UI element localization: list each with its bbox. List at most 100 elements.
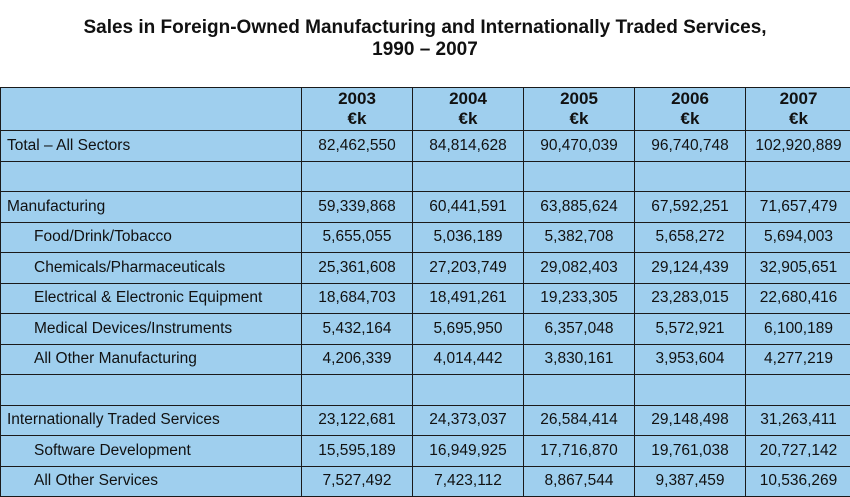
value-cell: 29,148,498 — [635, 405, 746, 436]
value-cell: 19,761,038 — [635, 436, 746, 467]
spacer-row — [1, 161, 850, 192]
value-cell: 23,283,015 — [635, 283, 746, 314]
row-label: Total – All Sectors — [1, 131, 302, 162]
value-cell: 32,905,651 — [746, 253, 850, 284]
row-label: Manufacturing — [1, 192, 302, 223]
header-year-cell: 2003€k — [302, 88, 413, 131]
value-cell: 4,277,219 — [746, 344, 850, 375]
value-cell: 60,441,591 — [413, 192, 524, 223]
value-cell: 102,920,889 — [746, 131, 850, 162]
row-label: Food/Drink/Tobacco — [1, 222, 302, 253]
value-cell: 17,716,870 — [524, 436, 635, 467]
year-label: 2003 — [302, 89, 412, 109]
empty-cell — [302, 161, 413, 192]
value-cell: 84,814,628 — [413, 131, 524, 162]
value-cell: 18,684,703 — [302, 283, 413, 314]
value-cell: 6,100,189 — [746, 314, 850, 345]
value-cell: 5,655,055 — [302, 222, 413, 253]
value-cell: 31,263,411 — [746, 405, 850, 436]
table-row: All Other Manufacturing 4,206,339 4,014,… — [1, 344, 850, 375]
row-label: Chemicals/Pharmaceuticals — [1, 253, 302, 284]
value-cell: 9,387,459 — [635, 466, 746, 497]
value-cell: 5,572,921 — [635, 314, 746, 345]
value-cell: 7,527,492 — [302, 466, 413, 497]
value-cell: 10,536,269 — [746, 466, 850, 497]
row-label: Medical Devices/Instruments — [1, 314, 302, 345]
title-line-1: Sales in Foreign-Owned Manufacturing and… — [0, 17, 850, 39]
empty-cell — [413, 375, 524, 406]
value-cell: 24,373,037 — [413, 405, 524, 436]
empty-cell — [302, 375, 413, 406]
value-cell: 5,432,164 — [302, 314, 413, 345]
empty-cell — [635, 161, 746, 192]
row-label: Internationally Traded Services — [1, 405, 302, 436]
value-cell: 19,233,305 — [524, 283, 635, 314]
value-cell: 3,830,161 — [524, 344, 635, 375]
value-cell: 5,382,708 — [524, 222, 635, 253]
value-cell: 20,727,142 — [746, 436, 850, 467]
empty-cell — [1, 375, 302, 406]
value-cell: 26,584,414 — [524, 405, 635, 436]
empty-cell — [413, 161, 524, 192]
value-cell: 71,657,479 — [746, 192, 850, 223]
table-row: Internationally Traded Services 23,122,6… — [1, 405, 850, 436]
header-row: 2003€k 2004€k 2005€k 2006€k 2007€k — [1, 88, 850, 131]
table-row: Medical Devices/Instruments 5,432,164 5,… — [1, 314, 850, 345]
table-row: Manufacturing 59,339,868 60,441,591 63,8… — [1, 192, 850, 223]
year-label: 2005 — [524, 89, 634, 109]
table-row: All Other Services 7,527,492 7,423,112 8… — [1, 466, 850, 497]
sales-table: 2003€k 2004€k 2005€k 2006€k 2007€k Total… — [0, 87, 850, 497]
value-cell: 6,357,048 — [524, 314, 635, 345]
value-cell: 23,122,681 — [302, 405, 413, 436]
year-label: 2007 — [746, 89, 850, 109]
table-row: Total – All Sectors 82,462,550 84,814,62… — [1, 131, 850, 162]
value-cell: 5,658,272 — [635, 222, 746, 253]
table-title: Sales in Foreign-Owned Manufacturing and… — [0, 17, 850, 61]
header-year-cell: 2006€k — [635, 88, 746, 131]
empty-cell — [524, 375, 635, 406]
value-cell: 63,885,624 — [524, 192, 635, 223]
unit-label: €k — [302, 109, 412, 129]
header-year-cell: 2005€k — [524, 88, 635, 131]
value-cell: 29,124,439 — [635, 253, 746, 284]
spacer-row — [1, 375, 850, 406]
value-cell: 82,462,550 — [302, 131, 413, 162]
unit-label: €k — [746, 109, 850, 129]
value-cell: 7,423,112 — [413, 466, 524, 497]
value-cell: 8,867,544 — [524, 466, 635, 497]
year-label: 2004 — [413, 89, 523, 109]
empty-cell — [746, 161, 850, 192]
year-label: 2006 — [635, 89, 745, 109]
unit-label: €k — [413, 109, 523, 129]
table-row: Electrical & Electronic Equipment 18,684… — [1, 283, 850, 314]
value-cell: 15,595,189 — [302, 436, 413, 467]
unit-label: €k — [635, 109, 745, 129]
value-cell: 22,680,416 — [746, 283, 850, 314]
row-label: Software Development — [1, 436, 302, 467]
value-cell: 3,953,604 — [635, 344, 746, 375]
value-cell: 4,206,339 — [302, 344, 413, 375]
header-year-cell: 2007€k — [746, 88, 850, 131]
value-cell: 5,694,003 — [746, 222, 850, 253]
table-row: Chemicals/Pharmaceuticals 25,361,608 27,… — [1, 253, 850, 284]
table-row: Software Development 15,595,189 16,949,9… — [1, 436, 850, 467]
row-label: All Other Manufacturing — [1, 344, 302, 375]
value-cell: 5,036,189 — [413, 222, 524, 253]
value-cell: 27,203,749 — [413, 253, 524, 284]
value-cell: 5,695,950 — [413, 314, 524, 345]
value-cell: 90,470,039 — [524, 131, 635, 162]
header-year-cell: 2004€k — [413, 88, 524, 131]
unit-label: €k — [524, 109, 634, 129]
value-cell: 29,082,403 — [524, 253, 635, 284]
empty-cell — [1, 161, 302, 192]
value-cell: 67,592,251 — [635, 192, 746, 223]
value-cell: 18,491,261 — [413, 283, 524, 314]
empty-cell — [746, 375, 850, 406]
empty-cell — [524, 161, 635, 192]
value-cell: 4,014,442 — [413, 344, 524, 375]
header-label-cell — [1, 88, 302, 131]
title-line-2: 1990 – 2007 — [0, 39, 850, 61]
value-cell: 96,740,748 — [635, 131, 746, 162]
row-label: All Other Services — [1, 466, 302, 497]
value-cell: 25,361,608 — [302, 253, 413, 284]
